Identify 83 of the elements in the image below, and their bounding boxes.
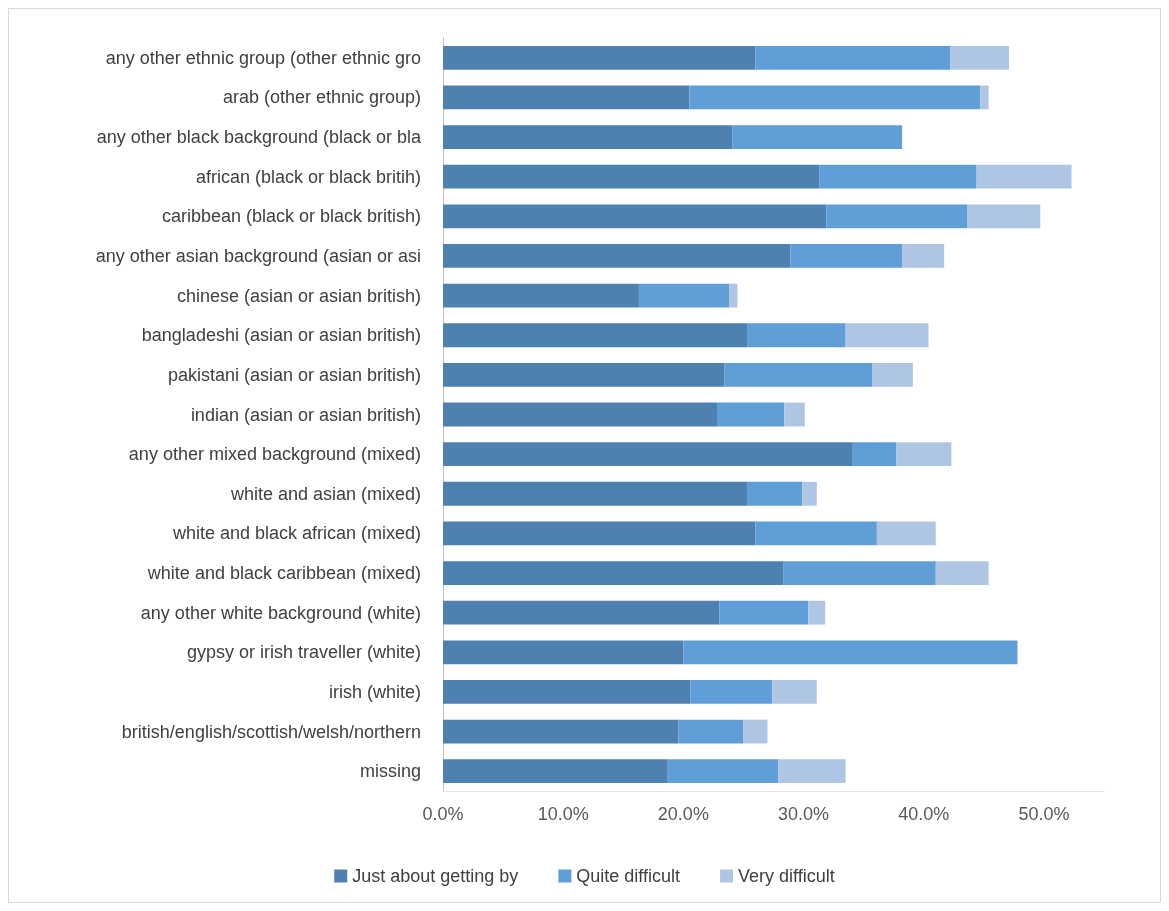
bar [783, 561, 936, 585]
bar [729, 283, 738, 308]
bar [845, 323, 929, 348]
y-tick-label: bangladeshi (asian or asian british) [141, 325, 421, 346]
y-tick-label: indian (asian or asian british) [190, 404, 421, 425]
bar [772, 680, 817, 704]
y-tick-label: any other mixed background (mixed) [128, 444, 421, 465]
x-tick-label: 10.0% [537, 804, 589, 824]
y-tick-label: arab (other ethnic group) [222, 87, 421, 108]
bar [719, 600, 809, 625]
bar [755, 521, 877, 546]
bar [443, 521, 756, 546]
legend-label: Quite difficult [576, 866, 681, 886]
bar [902, 244, 945, 268]
bar [896, 442, 952, 467]
bar [443, 481, 748, 506]
bar [976, 164, 1072, 189]
bar [443, 164, 820, 189]
y-tick-label: missing [359, 761, 421, 782]
x-tick-label: 40.0% [898, 804, 950, 824]
bar [876, 521, 936, 546]
y-tick-label: white and asian (mixed) [229, 483, 421, 504]
x-tick-label: 20.0% [657, 804, 709, 824]
bar [826, 204, 967, 229]
bar [689, 85, 981, 110]
bar [743, 719, 768, 744]
y-tick-label: caribbean (black or black british) [161, 206, 421, 227]
y-tick-label: african (black or black britih) [195, 166, 421, 187]
bar [808, 600, 826, 625]
bar [443, 600, 720, 625]
bar [667, 759, 779, 784]
bar [443, 759, 668, 784]
bar [717, 402, 785, 427]
bar [966, 204, 1041, 229]
y-tick-label: any other white background (white) [140, 602, 421, 623]
bar [443, 125, 733, 149]
bar [683, 640, 1018, 665]
bar [638, 283, 730, 308]
bar [935, 561, 989, 585]
bar [443, 204, 827, 229]
bar [819, 164, 977, 189]
y-tick-label: british/english/scottish/welsh/northern [121, 721, 421, 742]
x-tick-label: 50.0% [1018, 804, 1070, 824]
y-tick-label: white and black caribbean (mixed) [146, 563, 421, 584]
bar [784, 402, 805, 427]
bar [747, 481, 803, 506]
y-tick-label: any other ethnic group (other ethnic gro [105, 47, 421, 68]
bar [443, 362, 725, 387]
bar [778, 759, 846, 784]
bar [790, 244, 903, 268]
bar [443, 719, 679, 744]
bar [443, 85, 690, 110]
bar [802, 481, 817, 506]
bar [443, 45, 756, 70]
bar [690, 680, 773, 704]
bar [443, 640, 684, 665]
bar [443, 244, 791, 268]
bar [443, 680, 691, 704]
bar [852, 442, 897, 467]
bar [443, 402, 718, 427]
legend-label: Very difficult [738, 866, 835, 886]
y-tick-label: any other black background (black or bla [96, 127, 422, 148]
bar [747, 323, 846, 348]
bar [980, 85, 989, 110]
x-tick-label: 30.0% [778, 804, 830, 824]
y-tick-label: irish (white) [328, 681, 421, 702]
bar [732, 125, 903, 149]
bar [678, 719, 744, 744]
bar [872, 362, 913, 387]
x-tick-label: 0.0% [422, 804, 464, 824]
bar [443, 442, 853, 467]
bar [724, 362, 873, 387]
y-tick-label: white and black african (mixed) [171, 523, 421, 544]
y-tick-label: gypsy or irish traveller (white) [186, 642, 421, 663]
bar [443, 561, 784, 585]
bar [443, 283, 639, 308]
legend-label: Just about getting by [352, 866, 519, 886]
bar [755, 45, 951, 70]
y-tick-label: pakistani (asian or asian british) [167, 364, 421, 385]
y-tick-label: chinese (asian or asian british) [176, 285, 421, 306]
bar [443, 323, 748, 348]
y-tick-label: any other asian background (asian or asi [95, 245, 421, 266]
bar [950, 45, 1010, 70]
